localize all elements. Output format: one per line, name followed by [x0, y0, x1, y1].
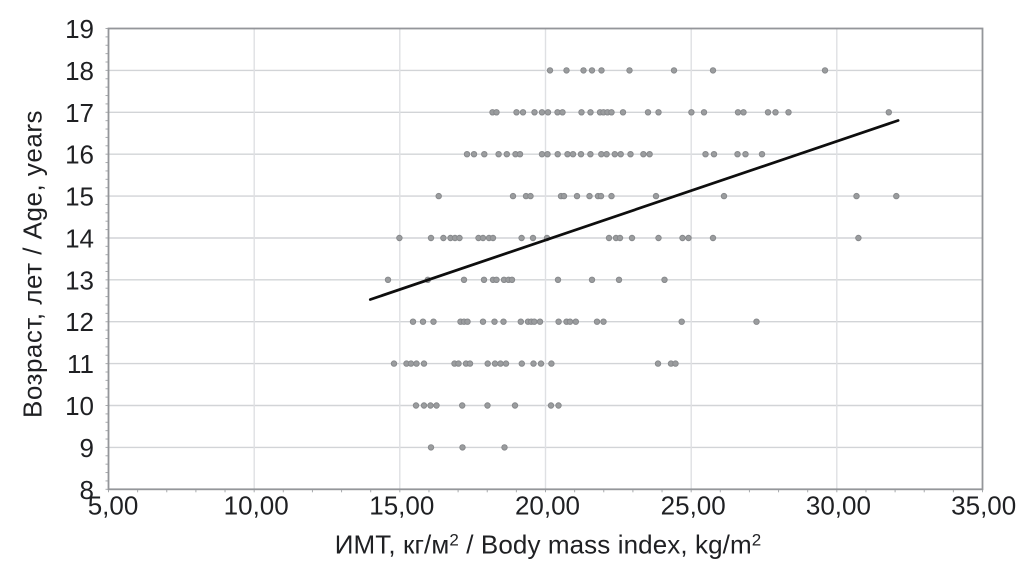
- svg-text:18: 18: [65, 56, 94, 86]
- svg-text:14: 14: [65, 224, 94, 254]
- svg-text:9: 9: [80, 433, 94, 463]
- svg-text:11: 11: [67, 349, 94, 379]
- svg-text:15: 15: [65, 182, 94, 212]
- svg-text:Возраст, лет / Age, years: Возраст, лет / Age, years: [18, 110, 48, 418]
- svg-text:10,00: 10,00: [224, 491, 289, 521]
- svg-text:ИМТ, кг/м2 / Body mass index,: ИМТ, кг/м2 / Body mass index, kg/m2: [335, 530, 762, 560]
- svg-text:17: 17: [65, 98, 94, 128]
- svg-text:16: 16: [65, 140, 94, 170]
- svg-text:15,00: 15,00: [369, 491, 434, 521]
- svg-text:10: 10: [65, 391, 94, 421]
- svg-text:35,00: 35,00: [951, 491, 1016, 521]
- svg-text:19: 19: [65, 14, 94, 44]
- svg-text:25,00: 25,00: [661, 491, 726, 521]
- svg-text:30,00: 30,00: [806, 491, 871, 521]
- svg-text:20,00: 20,00: [515, 491, 580, 521]
- svg-text:8: 8: [80, 475, 94, 505]
- svg-text:13: 13: [65, 265, 94, 295]
- svg-text:5,00: 5,00: [88, 491, 139, 521]
- svg-text:12: 12: [65, 307, 94, 337]
